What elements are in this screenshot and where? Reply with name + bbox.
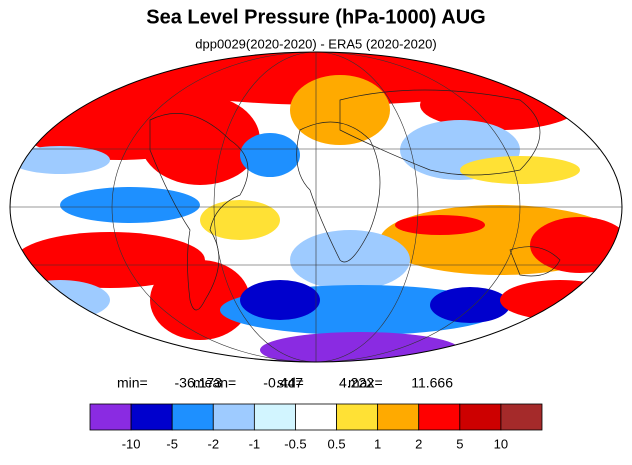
colorbar-label: 10 (494, 436, 508, 451)
stat-value: -0.447 (263, 375, 303, 391)
colorbar-label: -10 (122, 436, 141, 451)
title: Sea Level Pressure (hPa-1000) AUG (146, 6, 485, 28)
colorbar-label: 5 (456, 436, 463, 451)
colorbar-box (295, 403, 337, 431)
globe-outline (9, 51, 623, 363)
stat-value: -36.173 (175, 375, 223, 391)
colorbar-label: 0.5 (328, 436, 346, 451)
colorbar-label: -5 (166, 436, 178, 451)
colorbar-box (130, 403, 173, 431)
colorbar-box (253, 403, 296, 431)
subtitle: dpp0029(2020-2020) - ERA5 (2020-2020) (195, 36, 436, 51)
stat-label: max= (348, 375, 383, 391)
map (10, 52, 622, 362)
colorbar-box (212, 403, 255, 431)
colorbar-box (171, 403, 214, 431)
stat-value: 11.666 (411, 375, 453, 391)
colorbar-label: 2 (415, 436, 422, 451)
colorbar-label: 1 (374, 436, 381, 451)
stat-label: min= (117, 375, 148, 391)
colorbar-label: -0.5 (284, 436, 306, 451)
colorbar-label: -1 (249, 436, 261, 451)
stat-label: std= (277, 375, 304, 391)
colorbar-label: -2 (207, 436, 219, 451)
colorbar-box (500, 403, 543, 431)
colorbar: -10 -5 -2 -1 -0.5 0.5 1 2 5 10 (89, 403, 543, 451)
stat-value: 4.222 (339, 375, 374, 391)
stat-label: mean= (193, 375, 236, 391)
colorbar-box (418, 403, 461, 431)
colorbar-box (459, 403, 502, 431)
colorbar-box (336, 403, 379, 431)
colorbar-box (377, 403, 420, 431)
colorbar-box (89, 403, 132, 431)
